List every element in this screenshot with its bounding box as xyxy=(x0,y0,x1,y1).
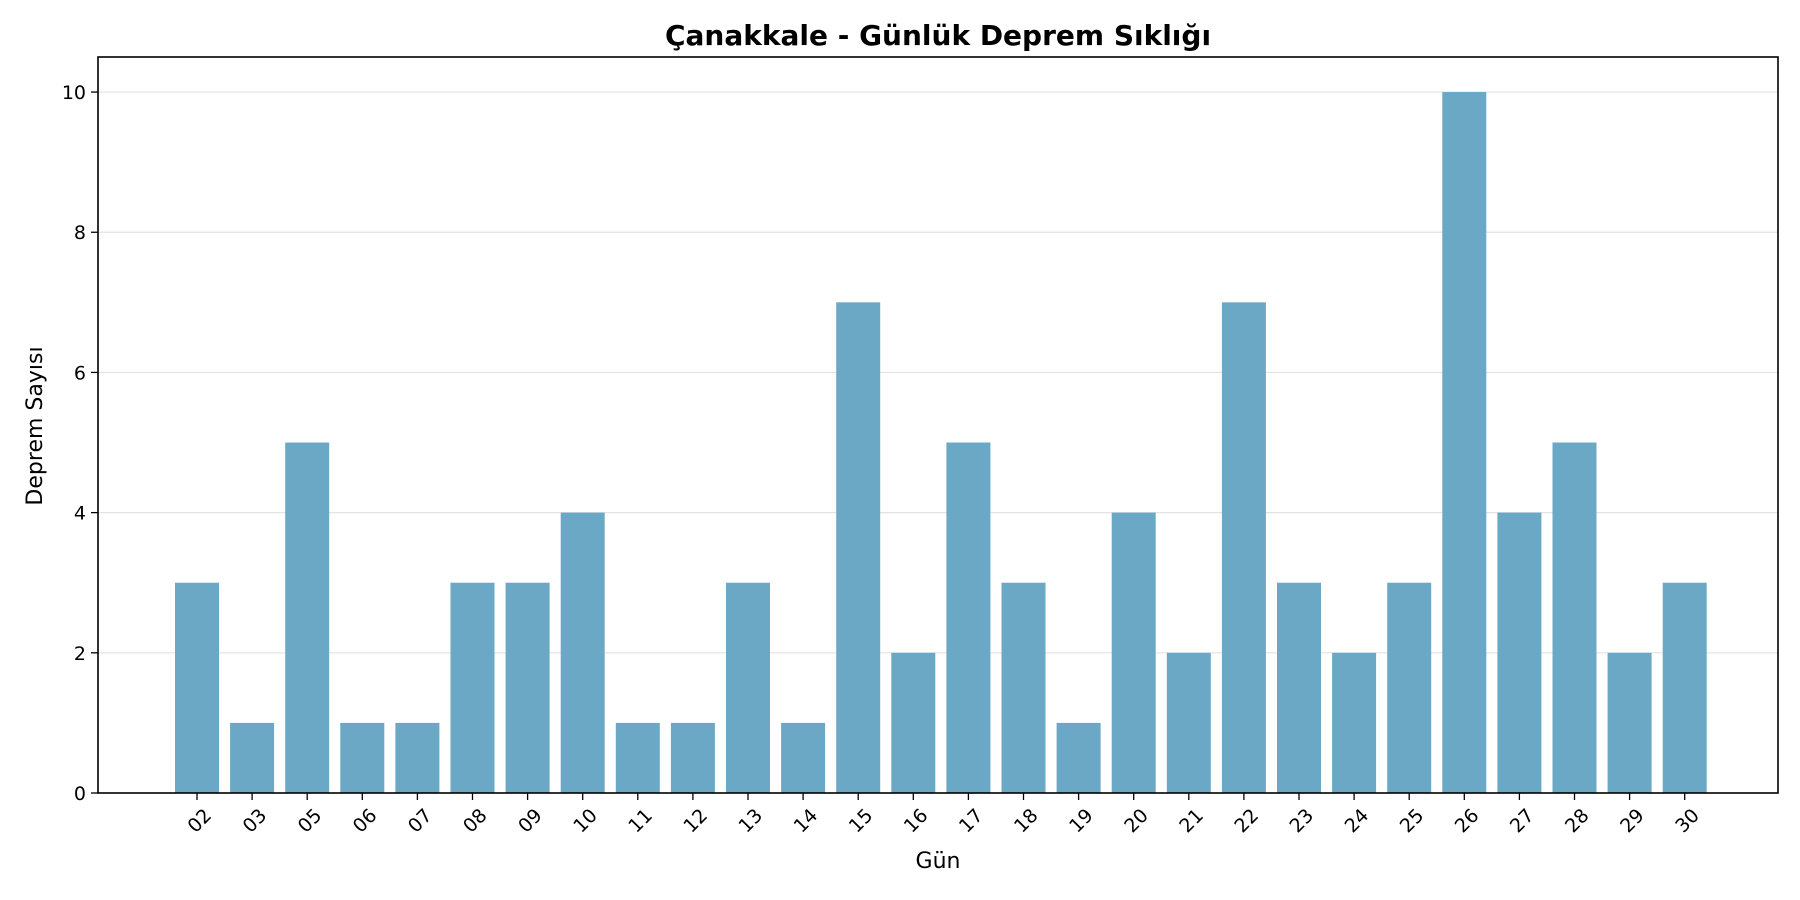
bar xyxy=(1607,652,1652,793)
x-tick-label: 02 xyxy=(183,805,216,838)
x-tick-label: 19 xyxy=(1065,805,1098,838)
bar xyxy=(726,582,770,793)
y-tick-label: 0 xyxy=(74,783,86,805)
bar xyxy=(285,442,330,793)
bar xyxy=(1497,512,1542,793)
plot-frame xyxy=(97,56,1779,794)
bar xyxy=(505,582,550,793)
y-axis-label: Deprem Sayısı xyxy=(23,346,48,505)
x-tick-label: 05 xyxy=(294,805,327,838)
x-tick-label: 08 xyxy=(459,805,492,838)
bar xyxy=(1552,442,1597,793)
x-tick-label: 07 xyxy=(404,805,437,838)
bar xyxy=(1442,92,1487,794)
bar xyxy=(781,722,826,793)
bar xyxy=(891,652,936,793)
bar xyxy=(1662,582,1707,793)
bar xyxy=(395,722,440,793)
bar xyxy=(450,582,495,793)
x-tick-label: 26 xyxy=(1451,805,1484,838)
x-tick-label: 27 xyxy=(1506,805,1539,838)
y-tick-label: 8 xyxy=(74,222,86,244)
bar xyxy=(1166,652,1211,793)
x-tick-label: 29 xyxy=(1616,805,1649,838)
bar xyxy=(1056,722,1101,793)
y-tick-label: 6 xyxy=(74,362,86,384)
x-tick-label: 10 xyxy=(569,805,602,838)
bar xyxy=(670,722,715,793)
chart-title: Çanakkale - Günlük Deprem Sıklığı xyxy=(665,19,1211,52)
x-axis-label: Gün xyxy=(916,849,961,874)
x-tick-label: 13 xyxy=(734,805,767,838)
y-axis: 0 2 4 6 8 10 xyxy=(62,82,98,805)
x-tick-label: 15 xyxy=(845,805,878,838)
bars xyxy=(175,92,1707,794)
x-tick-label: 24 xyxy=(1341,805,1374,838)
x-tick-label: 03 xyxy=(239,805,272,838)
x-tick-label: 28 xyxy=(1561,805,1594,838)
bar xyxy=(1387,582,1432,793)
x-tick-label: 25 xyxy=(1396,805,1429,838)
x-tick-label: 12 xyxy=(679,805,712,838)
x-tick-label: 21 xyxy=(1175,805,1208,838)
bar xyxy=(1001,582,1046,793)
bar xyxy=(560,512,605,793)
x-tick-label: 20 xyxy=(1120,805,1153,838)
bar xyxy=(836,302,881,793)
x-tick-label: 17 xyxy=(955,805,988,838)
x-tick-label: 22 xyxy=(1230,805,1263,838)
x-tick-label: 06 xyxy=(349,805,382,838)
x-tick-label: 23 xyxy=(1285,805,1318,838)
bar xyxy=(1111,512,1156,793)
x-tick-label: 11 xyxy=(624,805,657,838)
bar xyxy=(1221,302,1266,793)
bar xyxy=(946,442,991,793)
x-tick-label: 16 xyxy=(900,805,933,838)
bar xyxy=(175,582,219,793)
x-tick-label: 18 xyxy=(1010,805,1043,838)
y-tick-label: 10 xyxy=(62,82,86,104)
bar xyxy=(340,722,385,793)
y-tick-label: 2 xyxy=(74,643,86,665)
y-tick-label: 4 xyxy=(74,503,86,525)
bar xyxy=(615,722,660,793)
bar xyxy=(230,722,275,793)
x-tick-label: 09 xyxy=(514,805,547,838)
x-tick-label: 30 xyxy=(1671,805,1704,838)
x-tick-label: 14 xyxy=(790,805,823,838)
x-axis: 02 03 05 06 07 08 09 10 11 12 13 14 15 16 17 18 19 20 21 22… xyxy=(183,793,1704,838)
bar xyxy=(1277,582,1321,793)
bar xyxy=(1332,652,1377,793)
